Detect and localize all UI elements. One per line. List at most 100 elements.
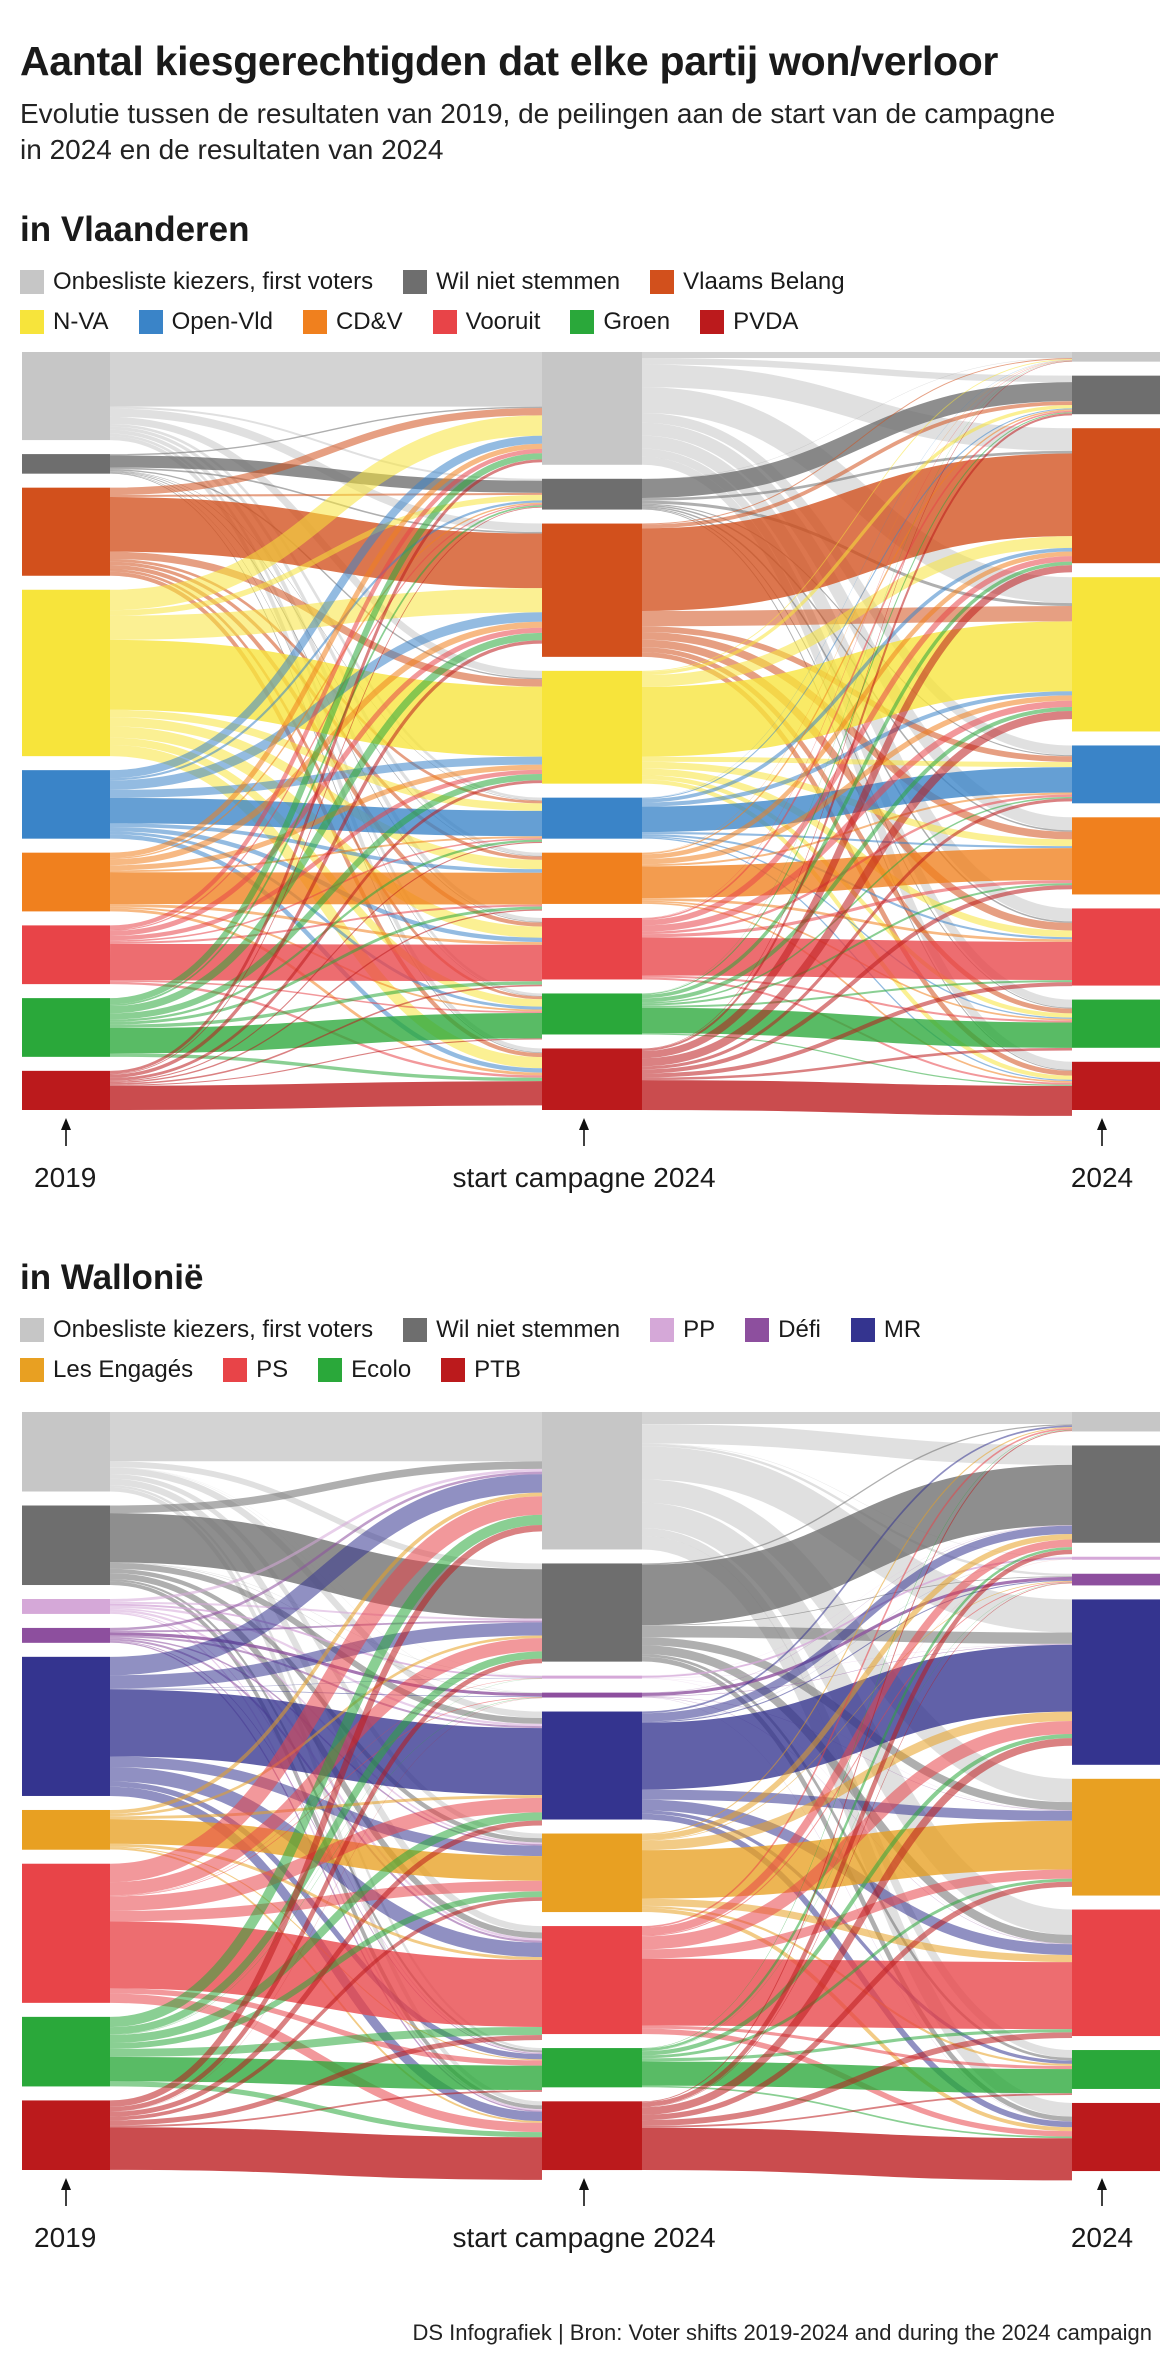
- flow-wil-niet-stemmen-to-onbesliste-kiezers-first-voters: [109, 1461, 543, 1514]
- flow-vooruit-to-onbesliste-kiezers-first-voters: [109, 448, 543, 930]
- legend-item-les-engages: Les Engagés: [20, 1356, 193, 1384]
- legend-label: Groen: [603, 308, 671, 335]
- flow-wil-niet-stemmen-to-wil-niet-stemmen: [641, 1464, 1073, 1626]
- legend-item-open-vld: Open-Vld: [138, 308, 273, 336]
- legend-swatch: [650, 270, 675, 294]
- node-les-engages-start-campagne-2024: [542, 1833, 642, 1913]
- nodes: [22, 1412, 1160, 2172]
- flow-groen-to-pvda: [641, 1033, 1073, 1086]
- source-footer: DS Infografiek | Bron: Voter shifts 2019…: [412, 2320, 1152, 2345]
- flow-open-vld-to-groen: [109, 831, 543, 1010]
- flow-open-vld-to-wil-niet-stemmen: [109, 500, 543, 781]
- node-onbesliste-kiezers-first-voters-2019: [22, 352, 110, 441]
- legend-item-onbesliste-kiezers-first-voters: Onbesliste kiezers, first voters: [20, 268, 373, 296]
- node-wil-niet-stemmen-2019: [22, 1505, 110, 1586]
- node-pvda-start-campagne-2024: [542, 1048, 642, 1110]
- flow-ps-to-pp: [109, 1678, 543, 1896]
- flow-les-engages-to-onbesliste-kiezers-first-voters: [109, 1492, 543, 1814]
- flow-groen-to-groen: [109, 1012, 543, 1054]
- node-pp-start-campagne-2024: [542, 1675, 642, 1679]
- legend-swatch: [20, 1318, 44, 1342]
- arrow-head-icon: [579, 1118, 589, 1130]
- flow-defi-to-onbesliste-kiezers-first-voters: [109, 1471, 543, 1631]
- flow-pvda-to-open-vld: [109, 841, 543, 1082]
- flow-n-va-to-vlaams-belang: [641, 536, 1073, 687]
- flow-mr-to-onbesliste-kiezers-first-voters: [109, 1474, 543, 1676]
- legend-item-mr: MR: [850, 1316, 921, 1344]
- flow-les-engages-to-wil-niet-stemmen: [109, 1635, 543, 1817]
- flow-ptb-to-mr: [641, 1738, 1073, 2115]
- flow-wil-niet-stemmen-to-ps: [641, 1645, 1073, 1944]
- chart-subtitle: Evolutie tussen de resultaten van 2019, …: [20, 98, 1056, 165]
- flow-ps-to-ps: [109, 1921, 543, 2027]
- node-ecolo-2024: [1072, 2050, 1160, 2089]
- flow-pp-to-wil-niet-stemmen: [109, 1601, 543, 1621]
- legend-vlaanderen: Onbesliste kiezers, first voters Wil niet…: [20, 262, 1140, 342]
- legend-label: Défi: [778, 1316, 821, 1343]
- flow-n-va-to-pvda: [109, 745, 543, 1069]
- flow-ecolo-to-onbesliste-kiezers-first-voters: [641, 1429, 1073, 2049]
- legend-item-ecolo: Ecolo: [318, 1356, 411, 1384]
- flow-pp-to-wil-niet-stemmen: [641, 1525, 1073, 1676]
- section-title-vlaanderen: in Vlaanderen: [20, 210, 250, 249]
- flow-les-engages-to-mr: [641, 1711, 1073, 1851]
- flow-pvda-to-onbesliste-kiezers-first-voters: [641, 361, 1073, 1049]
- flow-groen-to-n-va: [641, 706, 1073, 1003]
- flow-vooruit-to-vooruit: [641, 937, 1073, 981]
- flow-ecolo-to-ecolo: [109, 2056, 543, 2091]
- legend-item-vlaams-belang: Vlaams Belang: [650, 268, 845, 296]
- legend-item-n-va: N-VA: [20, 308, 109, 336]
- flow-ptb-to-onbesliste-kiezers-first-voters: [641, 1430, 1073, 2103]
- legend-swatch: [318, 1358, 343, 1382]
- flow-n-va-to-open-vld: [641, 756, 1073, 768]
- legend-item-onbesliste-kiezers-first-voters: Onbesliste kiezers, first voters: [20, 1316, 373, 1344]
- node-ptb-2024: [1072, 2102, 1160, 2172]
- node-cd-v-2019: [22, 852, 110, 912]
- flow-pvda-to-vlaams-belang: [109, 640, 543, 1078]
- flow-ptb-to-ps: [641, 2032, 1073, 2126]
- legend-label: PP: [683, 1316, 716, 1343]
- flow-vooruit-to-vlaams-belang: [109, 627, 543, 936]
- flow-groen-to-wil-niet-stemmen: [109, 505, 543, 1007]
- flow-vooruit-to-cd-v: [641, 879, 1073, 938]
- flow-ptb-to-onbesliste-kiezers-first-voters: [109, 1524, 543, 2107]
- flow-ecolo-to-les-engages: [641, 1878, 1073, 2059]
- flow-ecolo-to-wil-niet-stemmen: [641, 1547, 1073, 2051]
- flow-cd-v-to-cd-v: [109, 872, 543, 905]
- stage-label-2024: 2024: [1071, 1162, 1133, 1193]
- flow-ptb-to-wil-niet-stemmen: [109, 1658, 543, 2112]
- legend-label: Open-Vld: [171, 308, 273, 335]
- flow-n-va-to-wil-niet-stemmen: [641, 405, 1073, 676]
- node-vooruit-start-campagne-2024: [542, 917, 642, 980]
- flow-wil-niet-stemmen-to-onbesliste-kiezers-first-voters: [641, 357, 1073, 479]
- legend-swatch: [20, 310, 44, 334]
- legend-swatch: [223, 1358, 248, 1382]
- flow-defi-to-les-engages: [641, 1696, 1073, 1811]
- flow-open-vld-to-n-va: [109, 756, 543, 798]
- section-title-wallonie: in Wallonië: [20, 1258, 204, 1297]
- legend-label: PS: [256, 1356, 289, 1383]
- arrow-head-icon: [1097, 2178, 1107, 2190]
- flow-n-va-to-open-vld: [109, 709, 543, 811]
- flow-open-vld-to-cd-v: [641, 832, 1073, 849]
- flow-ps-to-defi: [109, 1696, 543, 1897]
- flow-vooruit-to-open-vld: [641, 794, 1073, 935]
- flow-ecolo-to-wil-niet-stemmen: [109, 1651, 543, 2035]
- flow-ptb-to-les-engages: [641, 1881, 1073, 2121]
- node-vooruit-2019: [22, 925, 110, 985]
- node-defi-start-campagne-2024: [542, 1692, 642, 1698]
- node-n-va-start-campagne-2024: [542, 670, 642, 784]
- flow-cd-v-to-open-vld: [641, 792, 1073, 867]
- flow-n-va-to-groen: [641, 775, 1073, 1018]
- legend-label: Onbesliste kiezers, first voters: [53, 1316, 374, 1343]
- flow-open-vld-to-vlaams-belang: [109, 612, 543, 790]
- legend-label: Vooruit: [465, 308, 541, 335]
- flow-pvda-to-wil-niet-stemmen: [109, 506, 543, 1075]
- flow-pvda-to-vooruit: [109, 984, 543, 1085]
- node-groen-2019: [22, 998, 110, 1057]
- flow-vooruit-to-groen: [641, 975, 1073, 1023]
- legend-label: CD&V: [335, 308, 403, 335]
- node-wil-niet-stemmen-2024: [1072, 1445, 1160, 1543]
- node-les-engages-2024: [1072, 1778, 1160, 1896]
- flow-open-vld-to-wil-niet-stemmen: [641, 408, 1073, 799]
